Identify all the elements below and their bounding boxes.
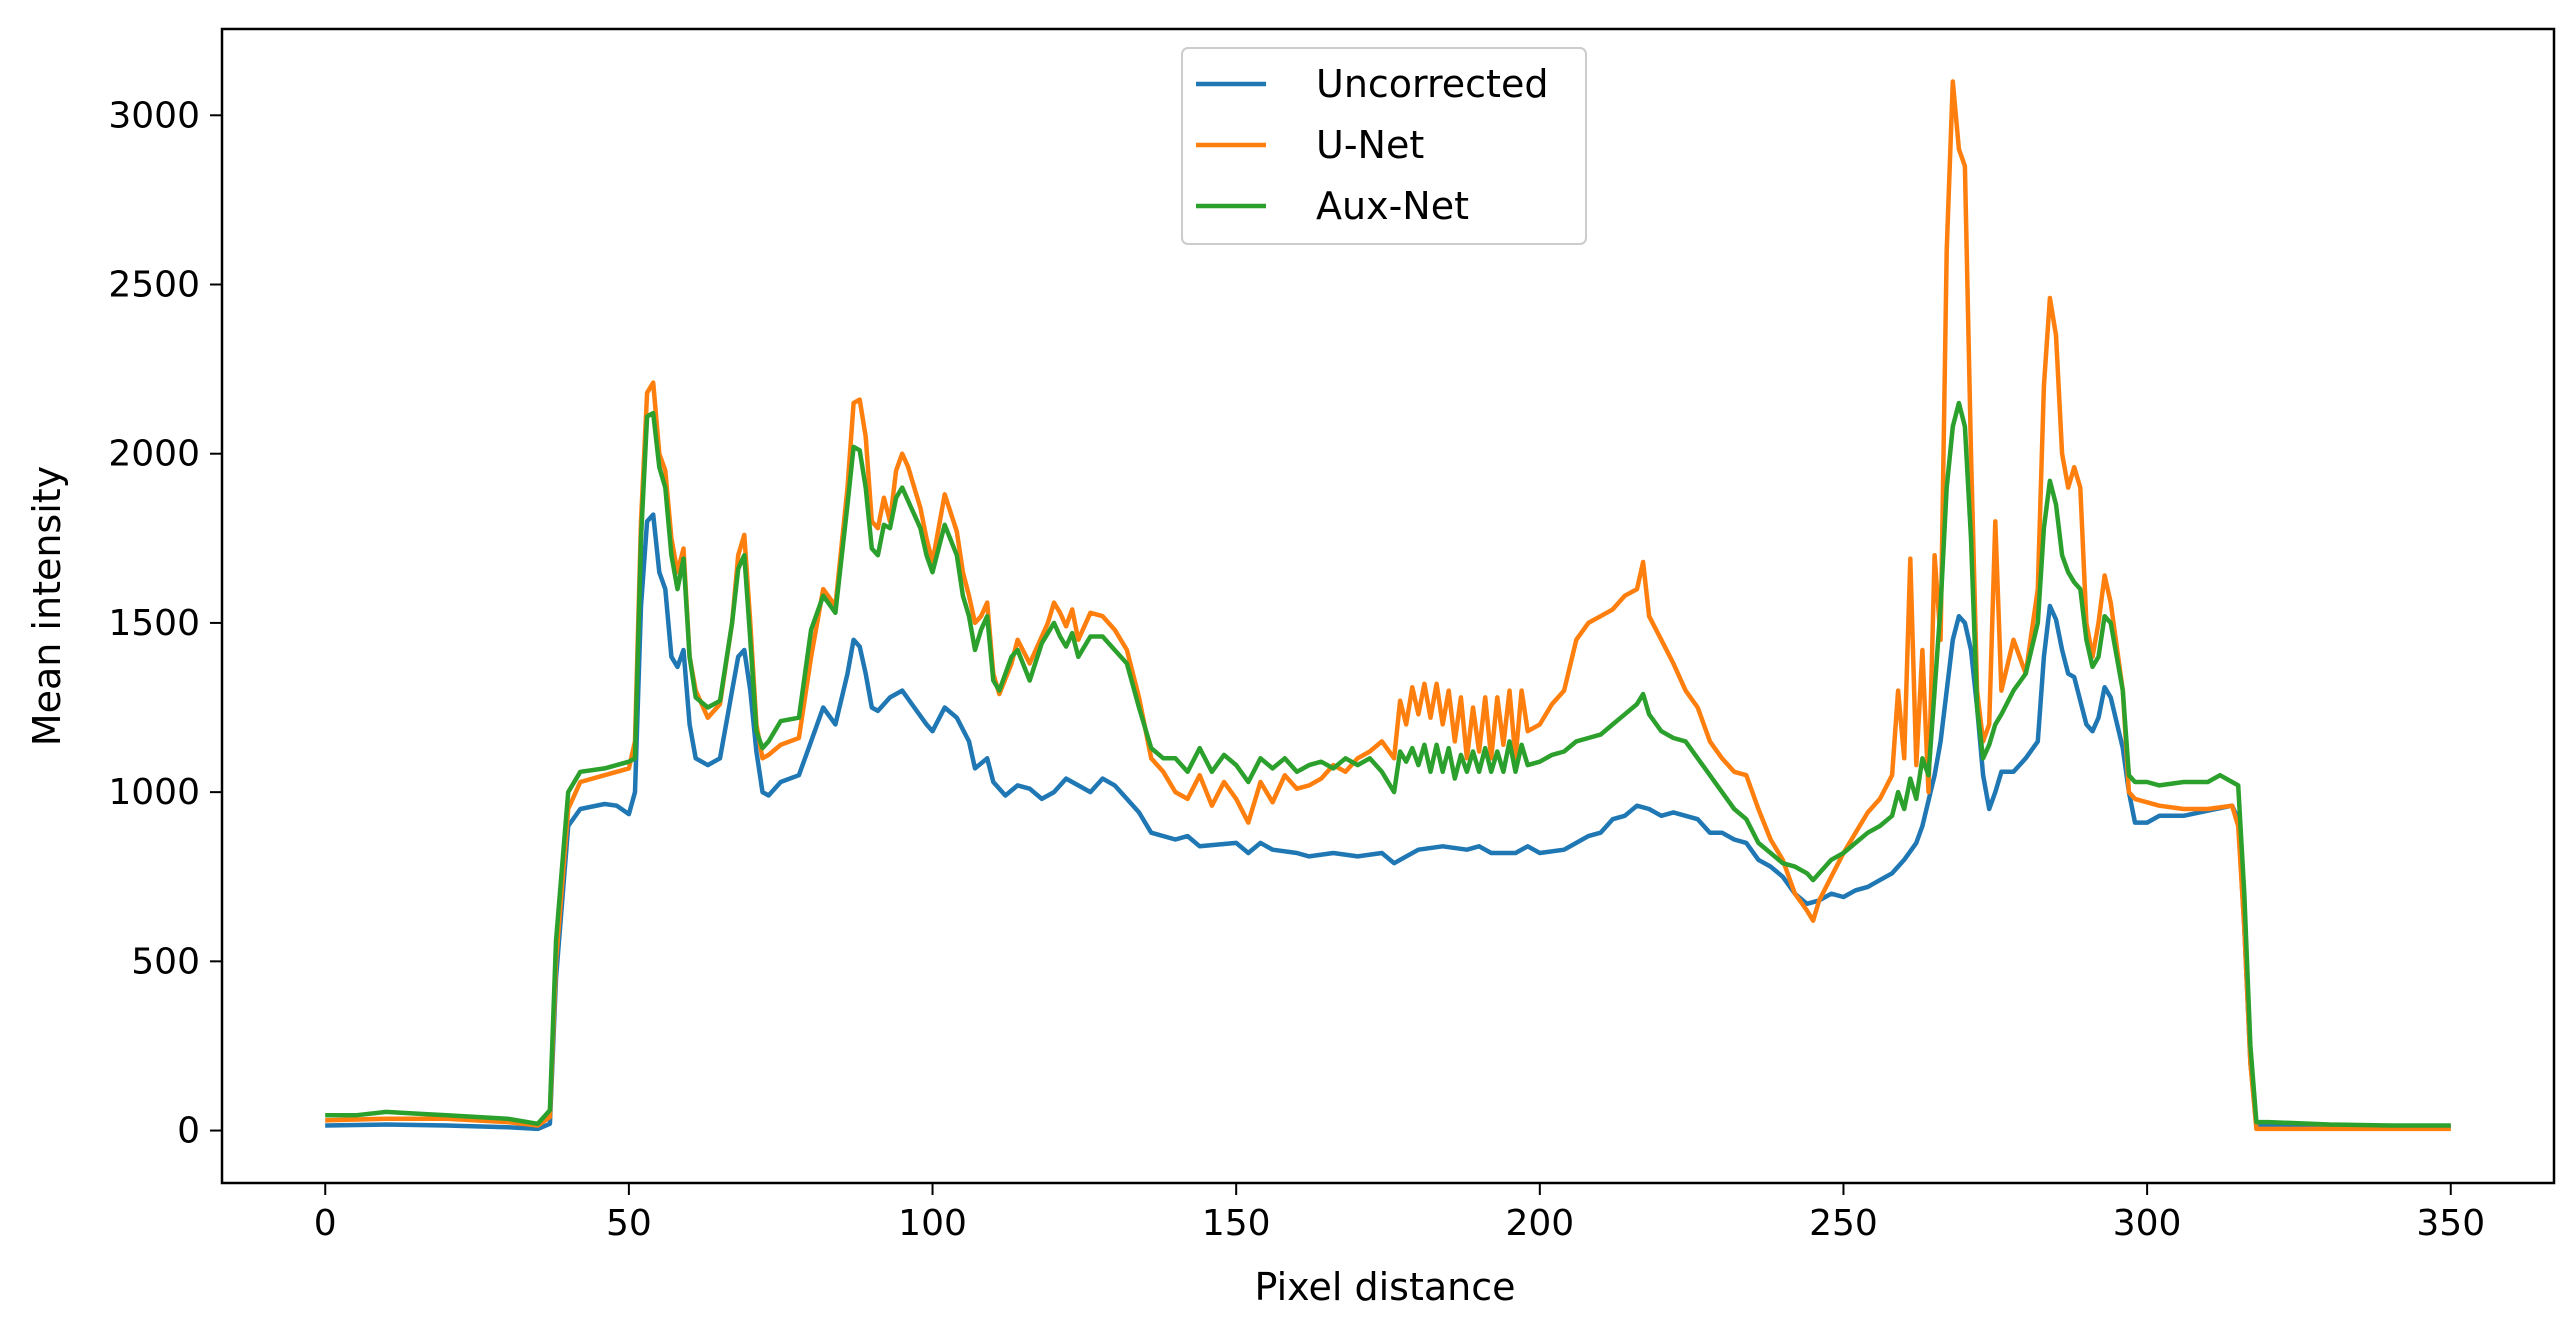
x-axis: 0 50 100 150 200 250 300 350: [314, 1183, 2485, 1244]
x-tick-label: 300: [2113, 1203, 2182, 1244]
x-tick-label: 0: [314, 1203, 337, 1244]
legend-box: [1181, 47, 1587, 245]
legend-label-aux-net: Aux-Net: [1316, 184, 1469, 228]
x-tick-label: 250: [1809, 1203, 1878, 1244]
x-tick-label: 350: [2416, 1203, 2485, 1244]
x-tick-label: 50: [606, 1203, 652, 1244]
y-tick-label: 2500: [108, 265, 200, 306]
y-tick-label: 2000: [108, 434, 200, 475]
series-layer: [325, 79, 2451, 1132]
y-tick-label: 1000: [108, 772, 200, 813]
y-tick-label: 3000: [108, 95, 200, 136]
legend-label-uncorrected: Uncorrected: [1316, 62, 1548, 106]
legend: Uncorrected U-Net Aux-Net: [1181, 47, 1587, 245]
series-line-uncorrected: [325, 512, 2451, 1132]
legend-label-u-net: U-Net: [1316, 123, 1424, 167]
y-axis: 0 500 1000 1500 2000 2500 3000: [108, 95, 222, 1152]
series-line-aux-net: [325, 400, 2451, 1128]
series-line-u-net: [325, 79, 2451, 1132]
x-tick-label: 100: [898, 1203, 967, 1244]
x-axis-label: Pixel distance: [1255, 1265, 1516, 1309]
y-axis-label: Mean intensity: [25, 466, 69, 746]
y-tick-label: 1500: [108, 603, 200, 644]
y-tick-label: 500: [131, 941, 200, 982]
x-tick-label: 150: [1202, 1203, 1271, 1244]
plot-frame: [220, 27, 2556, 1185]
y-tick-label: 0: [177, 1111, 200, 1152]
x-tick-label: 200: [1505, 1203, 1574, 1244]
